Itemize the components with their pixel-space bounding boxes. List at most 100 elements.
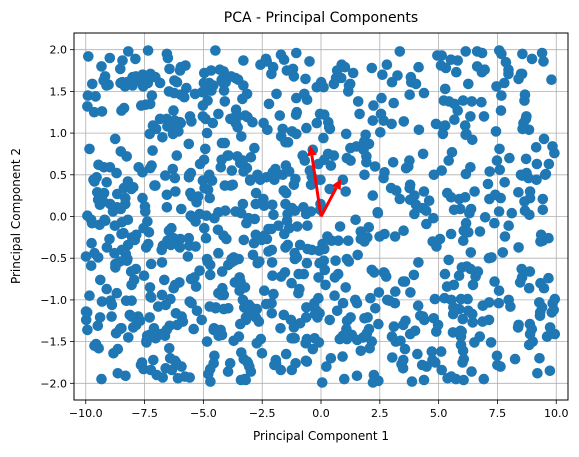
data-point (237, 93, 248, 105)
data-point (519, 196, 530, 207)
data-point (372, 207, 384, 219)
data-point (258, 117, 269, 129)
data-point (235, 276, 246, 287)
data-point (516, 263, 527, 275)
data-point (256, 348, 268, 359)
data-point (330, 255, 341, 266)
data-point (191, 305, 203, 317)
data-point (152, 301, 164, 312)
data-point (460, 46, 472, 57)
data-point (92, 320, 104, 332)
data-point (398, 225, 409, 236)
x-tick-label: 2.5 (371, 407, 389, 420)
y-tick-label: 0.5 (50, 169, 68, 182)
data-point (204, 259, 216, 271)
data-point (159, 274, 170, 286)
data-point (512, 322, 524, 333)
data-point (457, 95, 469, 106)
data-point (199, 67, 210, 79)
data-point (104, 233, 115, 245)
component-arrows (306, 145, 341, 218)
data-point (479, 212, 491, 223)
data-point (145, 258, 157, 270)
data-point (321, 361, 332, 372)
data-point (169, 355, 181, 367)
data-point (253, 316, 265, 327)
data-point (266, 223, 277, 235)
data-point (234, 285, 245, 297)
data-point (80, 251, 92, 262)
data-point (171, 150, 183, 161)
data-point (183, 138, 195, 150)
data-point (149, 180, 160, 191)
data-point (301, 302, 312, 313)
data-point (370, 303, 381, 314)
data-point (531, 158, 543, 170)
data-point (278, 185, 290, 196)
data-point (351, 297, 363, 309)
data-point (365, 292, 376, 304)
data-point (288, 322, 300, 333)
data-point (453, 270, 465, 282)
data-point (447, 327, 459, 338)
data-point (457, 313, 469, 325)
data-point (359, 313, 370, 324)
data-point (337, 351, 348, 362)
data-point (418, 374, 430, 386)
data-point (548, 304, 559, 316)
data-point (311, 117, 323, 129)
data-point (161, 113, 172, 125)
data-point (373, 318, 384, 330)
data-point (417, 148, 429, 160)
data-point (110, 258, 121, 270)
data-point (543, 232, 554, 244)
data-point (513, 187, 524, 198)
data-point (244, 174, 256, 186)
data-point (538, 133, 550, 145)
data-point (461, 261, 473, 272)
data-point (82, 90, 94, 101)
data-point (266, 68, 277, 80)
data-point (200, 232, 212, 244)
data-point (267, 199, 278, 211)
data-point (404, 328, 416, 340)
data-point (404, 89, 416, 100)
data-point (143, 238, 154, 250)
arrow-shaft (319, 187, 338, 218)
data-point (101, 283, 112, 295)
data-point (189, 88, 201, 100)
data-point (156, 244, 167, 256)
data-point (219, 180, 231, 191)
data-point (89, 247, 100, 259)
data-point (236, 347, 247, 358)
data-point (83, 51, 94, 62)
data-point (190, 216, 201, 227)
data-point (484, 166, 496, 177)
data-point (482, 178, 494, 190)
data-point (373, 287, 385, 298)
data-point (483, 314, 495, 326)
data-point (115, 323, 127, 334)
data-point (144, 128, 155, 140)
data-point (513, 242, 524, 253)
data-point (339, 61, 351, 73)
data-point (320, 279, 331, 291)
data-point (111, 287, 123, 299)
data-point (245, 152, 257, 163)
data-point (157, 132, 168, 143)
data-point (199, 182, 210, 194)
data-point (394, 46, 406, 57)
data-point (403, 161, 414, 172)
x-tick-label: 7.5 (489, 407, 507, 420)
data-point (87, 78, 98, 90)
data-point (247, 116, 258, 128)
data-point (247, 249, 259, 261)
data-point (445, 54, 457, 65)
data-point (526, 53, 538, 65)
data-point (521, 111, 532, 122)
data-point (467, 279, 479, 291)
data-point (499, 77, 510, 89)
data-point (547, 141, 558, 152)
data-point (458, 235, 469, 246)
arrow-shaft (310, 155, 323, 217)
